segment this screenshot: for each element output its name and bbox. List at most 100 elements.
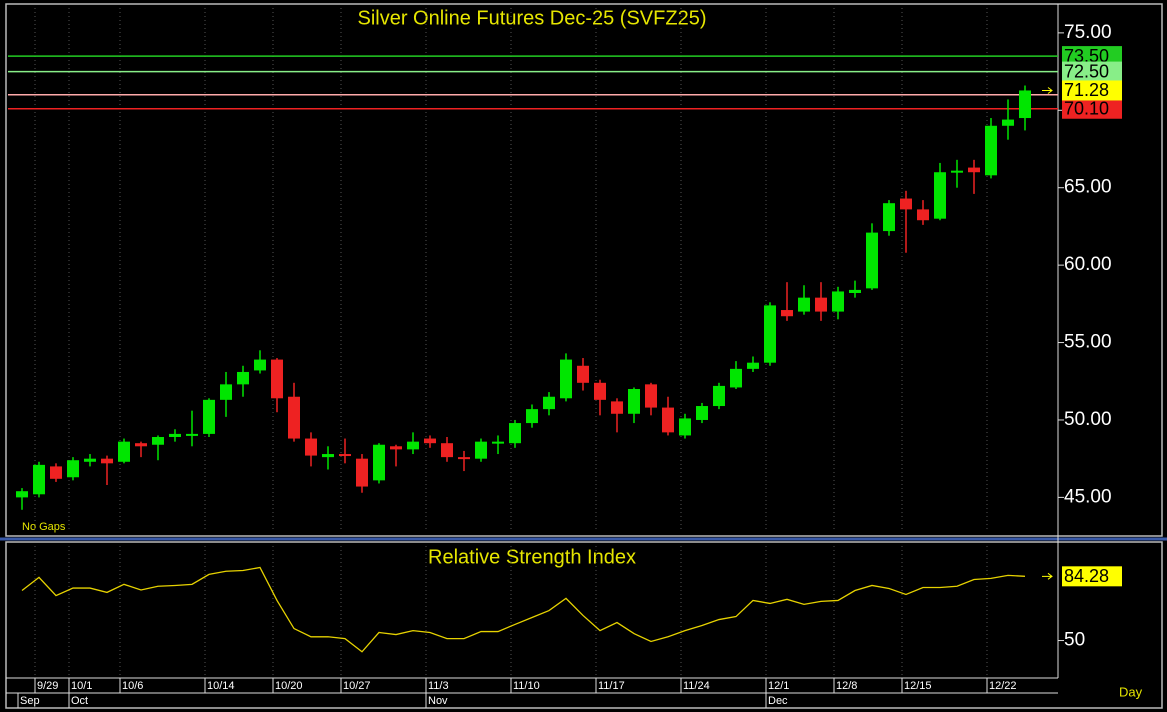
level-label: 73.50 (1064, 46, 1109, 66)
candle-body (577, 365, 589, 383)
candle-body (288, 396, 300, 439)
chart-title: Silver Online Futures Dec-25 (SVFZ25) (357, 7, 706, 29)
candle-body (900, 198, 912, 210)
level-tag (1062, 46, 1122, 67)
y-tick-label: 65.00 (1064, 177, 1112, 198)
date-label: 10/20 (275, 680, 303, 692)
candle-body (951, 170, 963, 173)
candle-body (849, 289, 861, 293)
last-value-tag (1062, 566, 1122, 587)
last-price-label: 71.28 (1064, 80, 1109, 100)
candle-body (339, 454, 351, 457)
candle-body (662, 407, 674, 433)
candle-body (509, 423, 521, 444)
candle-body (67, 460, 79, 478)
candle-body (747, 362, 759, 369)
candle-body (152, 437, 164, 445)
level-tag (1062, 61, 1122, 82)
rsi-title: Relative Strength Index (428, 546, 636, 568)
date-label: 10/6 (122, 680, 143, 692)
month-label: Sep (20, 695, 40, 707)
last-price-tag (1062, 80, 1122, 101)
y-tick-label: 50 (1064, 630, 1085, 651)
candle-body (475, 441, 487, 459)
candle-body (679, 418, 691, 436)
candle-body (1019, 90, 1031, 119)
candle-body (492, 441, 504, 444)
candle-body (832, 291, 844, 312)
level-tag (1062, 98, 1122, 119)
candle-body (373, 444, 385, 481)
candle-body (305, 438, 317, 456)
date-label: 11/10 (513, 680, 540, 692)
candle-body (543, 396, 555, 410)
date-label: 10/1 (71, 680, 92, 692)
date-label: 12/8 (836, 680, 857, 692)
date-label: 12/15 (904, 680, 932, 692)
candle-body (356, 458, 368, 487)
y-tick-label: 75.00 (1064, 22, 1112, 43)
last-price-arrow (1042, 87, 1053, 94)
candle-body (713, 385, 725, 407)
y-tick-label: 50.00 (1064, 409, 1112, 430)
candle-body (917, 209, 929, 221)
x-unit: Day (1119, 684, 1143, 699)
candle-body (169, 433, 181, 437)
y-tick-label: 45.00 (1064, 486, 1112, 507)
month-label: Nov (428, 695, 448, 707)
candle-body (186, 433, 198, 436)
candle-body (611, 401, 623, 414)
date-label: 12/1 (768, 680, 789, 692)
last-value-label: 84.28 (1064, 566, 1109, 586)
candle-body (968, 167, 980, 173)
candle-body (866, 232, 878, 289)
candle-body (696, 406, 708, 420)
candle-body (254, 359, 266, 371)
last-value-arrow (1042, 572, 1053, 580)
date-label: 10/14 (207, 680, 235, 692)
candle-body (594, 382, 606, 400)
y-tick-label: 60.00 (1064, 254, 1112, 275)
month-label: Dec (768, 695, 788, 707)
candle-body (118, 441, 130, 462)
candle-body (526, 409, 538, 424)
candle-body (271, 359, 283, 399)
candle-body (1002, 119, 1014, 126)
candle-body (424, 438, 436, 444)
month-label: Oct (71, 695, 88, 707)
candle-body (883, 203, 895, 232)
candle-body (33, 464, 45, 495)
candle-body (781, 310, 793, 317)
date-label: 10/27 (343, 680, 371, 692)
candle-body (16, 491, 28, 498)
candle-body (220, 384, 232, 400)
rsi-line (21, 566, 1026, 653)
price-frame (5, 3, 1163, 537)
date-label: 11/24 (683, 680, 710, 692)
rsi-frame (5, 541, 1163, 709)
candle-body (135, 443, 147, 447)
candle-body (322, 454, 334, 458)
y-tick-label: 55.00 (1064, 332, 1112, 353)
candle-body (203, 399, 215, 434)
date-label: 11/3 (428, 680, 449, 692)
candle-body (730, 368, 742, 388)
candle-body (441, 443, 453, 458)
date-label: 9/29 (37, 680, 58, 692)
candle-body (390, 446, 402, 450)
candle-body (764, 305, 776, 363)
level-label: 72.50 (1064, 61, 1109, 81)
candle-body (798, 297, 810, 312)
candle-body (407, 441, 419, 450)
date-label: 11/17 (598, 680, 625, 692)
date-label: 12/22 (989, 680, 1017, 692)
candle-body (50, 466, 62, 479)
candle-body (815, 297, 827, 312)
candle-body (645, 384, 657, 408)
candle-body (985, 125, 997, 176)
candle-body (560, 359, 572, 399)
level-label: 70.10 (1064, 98, 1109, 118)
